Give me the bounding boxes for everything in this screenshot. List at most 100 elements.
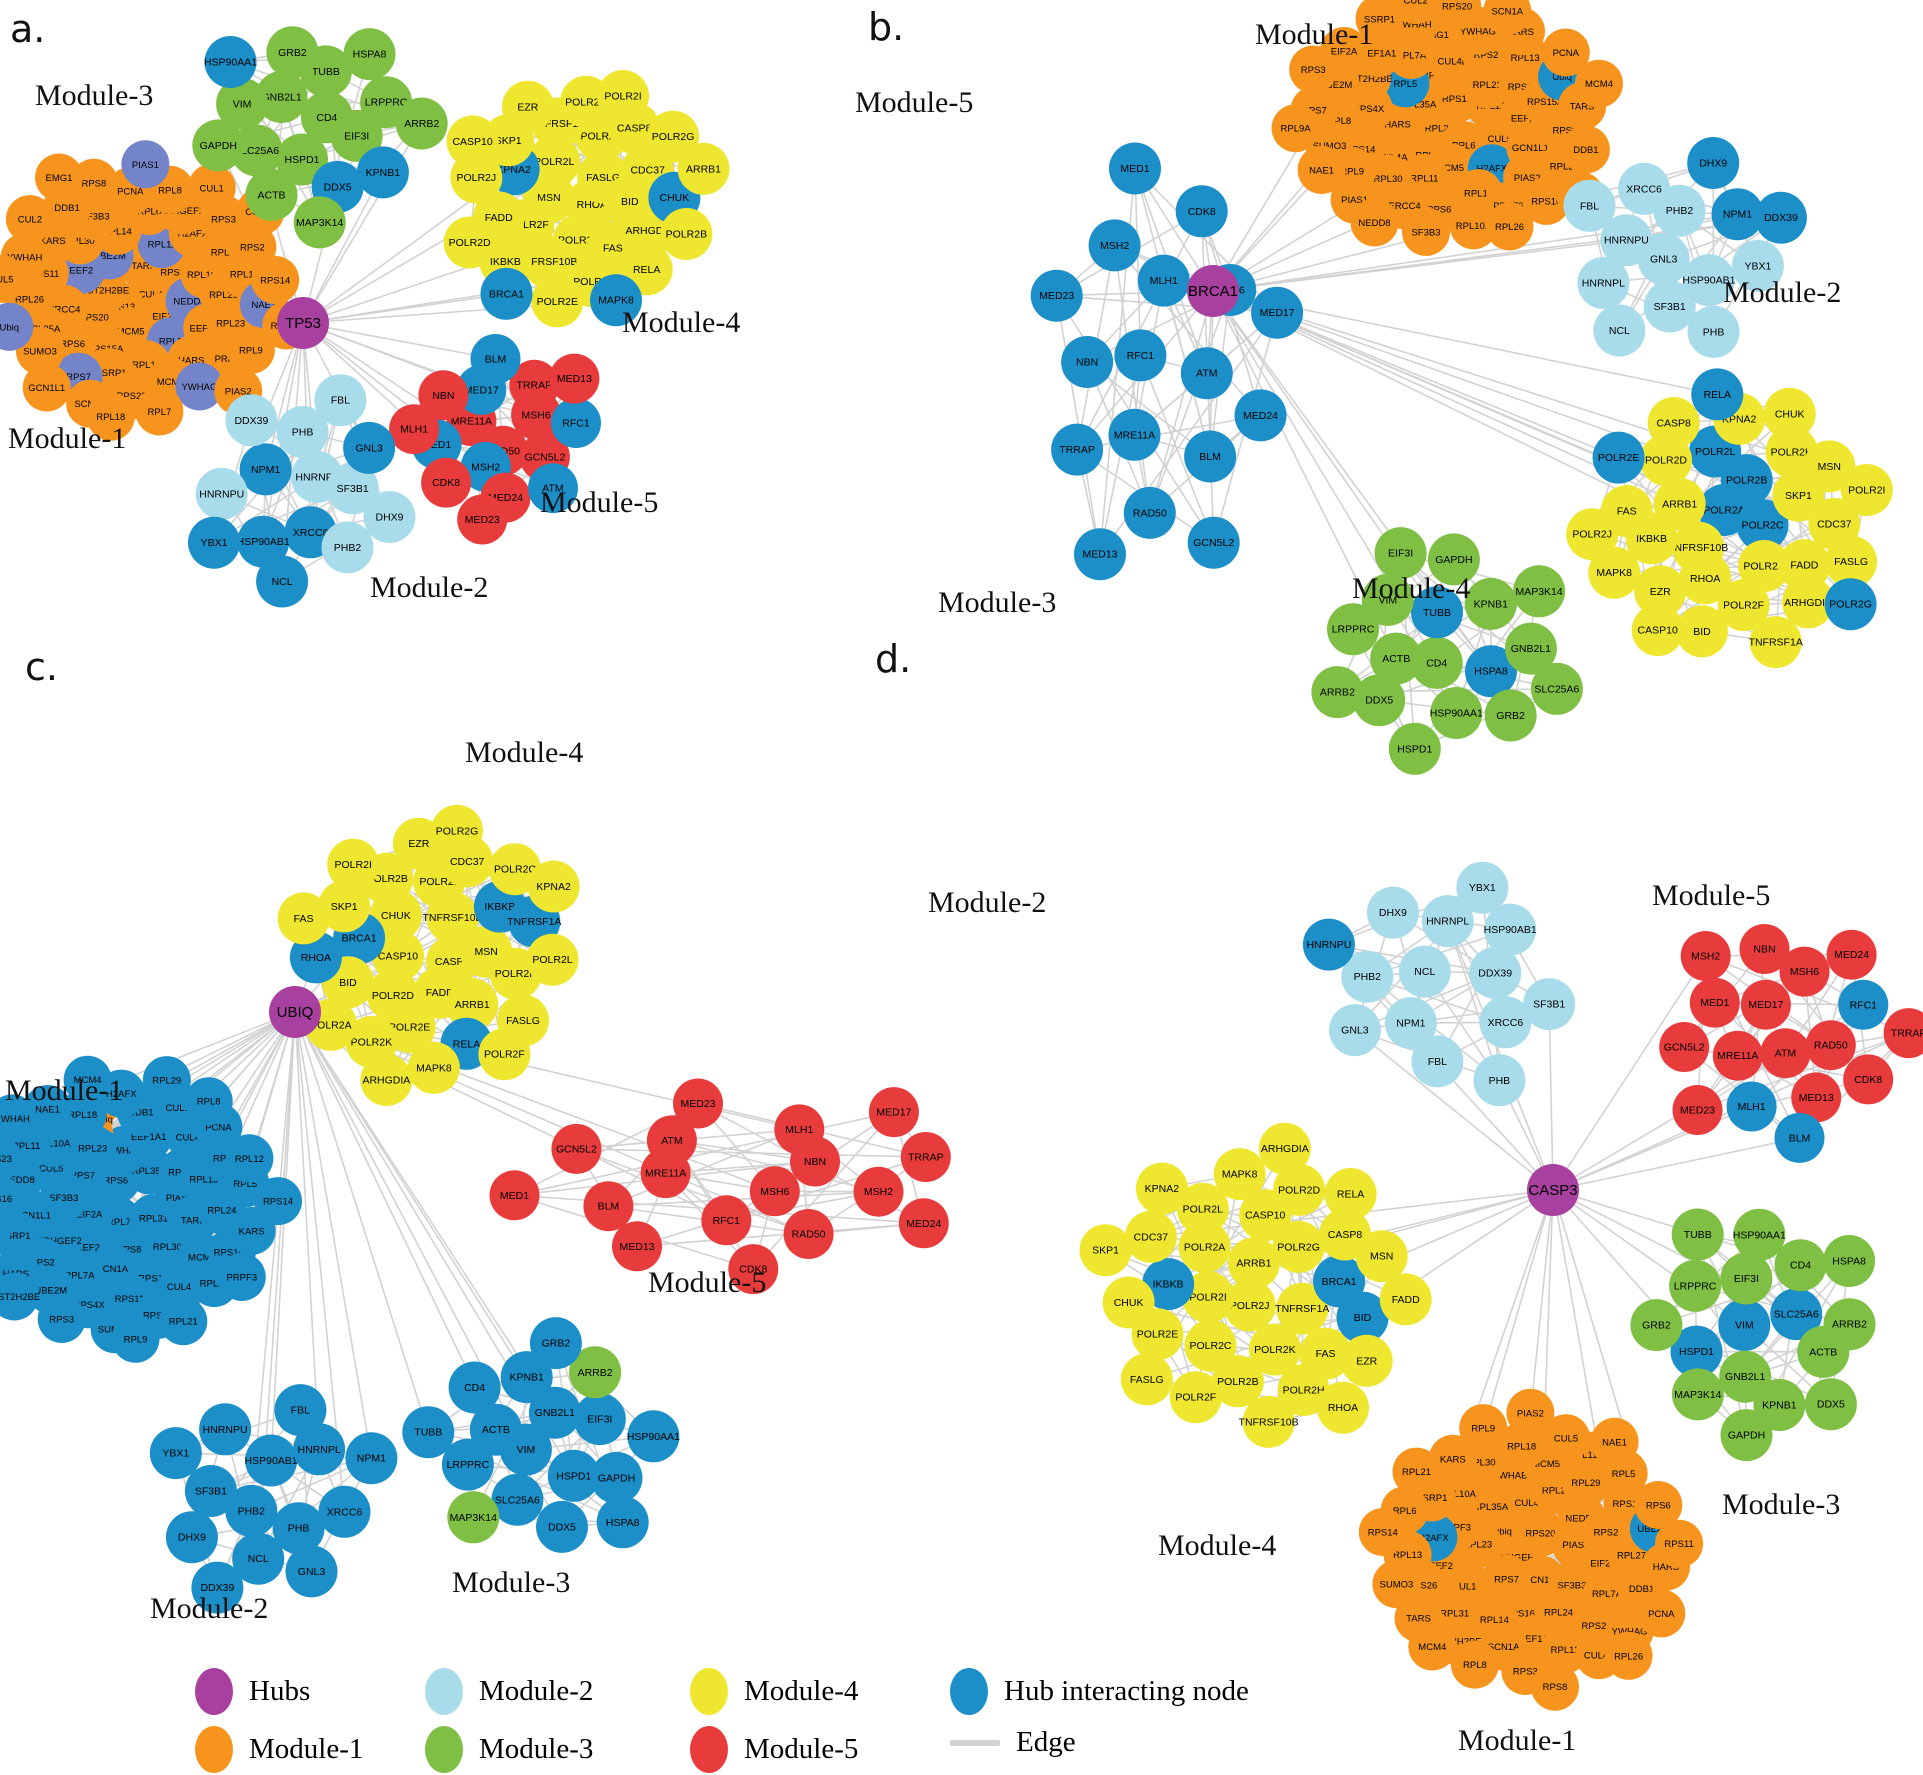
node-MED23[interactable]: MED23	[1672, 1085, 1723, 1135]
node-FBL[interactable]: FBL	[1563, 179, 1616, 232]
node-MED24[interactable]: MED24	[1234, 389, 1287, 442]
node-EIF3I[interactable]: EIF3I	[1720, 1252, 1773, 1305]
node-XRCC6[interactable]: XRCC6	[318, 1485, 371, 1538]
node-DDX5[interactable]: DDX5	[536, 1500, 588, 1553]
node-LRPPRC[interactable]: LRPPRC	[1669, 1259, 1722, 1312]
node-SF3B3[interactable]: SF3B3	[1402, 207, 1450, 256]
node-RFC1[interactable]: RFC1	[1114, 329, 1167, 382]
node-DDX5[interactable]: DDX5	[1804, 1378, 1857, 1431]
node-ARRB1[interactable]: ARRB1	[677, 142, 730, 195]
node-RPL8[interactable]: RPL8	[1450, 1640, 1499, 1689]
node-POLR2G[interactable]: POLR2G	[431, 804, 483, 857]
node-POLR2F[interactable]: POLR2F	[478, 1028, 531, 1081]
node-KPNB1[interactable]: KPNB1	[356, 146, 409, 199]
node-CD4[interactable]: CD4	[1774, 1239, 1827, 1292]
node-HNRNPL[interactable]: HNRNPL	[1577, 257, 1630, 309]
node-YBX1[interactable]: YBX1	[1731, 240, 1784, 292]
node-GCN1L1[interactable]: GCN1L1	[22, 363, 71, 412]
node-GRB2[interactable]: GRB2	[1484, 689, 1537, 742]
node-VIM[interactable]: VIM	[1718, 1299, 1771, 1351]
node-ATM[interactable]: ATM	[528, 463, 578, 514]
node-POLR2B[interactable]: POLR2B	[660, 208, 713, 260]
node-MRE11A[interactable]: MRE11A	[1108, 408, 1161, 461]
node-DDB1[interactable]: DDB1	[1561, 125, 1610, 174]
node-GAPDH[interactable]: GAPDH	[1427, 533, 1480, 586]
node-DDX39[interactable]: DDX39	[1754, 191, 1807, 244]
node-RPL12[interactable]: RPL12	[225, 1134, 274, 1183]
node-KPNA2[interactable]: KPNA2	[527, 860, 580, 913]
node-FADD[interactable]: FADD	[1379, 1273, 1432, 1326]
node-NAE1[interactable]: NAE1	[1297, 145, 1346, 194]
node-EZR[interactable]: EZR	[1340, 1334, 1393, 1387]
node-PIAS1[interactable]: PIAS1	[121, 140, 170, 189]
node-PIAS2[interactable]: PIAS2	[1506, 1388, 1555, 1437]
node-POLR2L[interactable]: POLR2L	[526, 933, 579, 986]
node-CUL1[interactable]: CUL1	[187, 163, 236, 212]
node-MAP3K14[interactable]: MAP3K14	[447, 1491, 500, 1544]
node-SKP1[interactable]: SKP1	[1079, 1224, 1132, 1277]
node-LRPPRC[interactable]: LRPPRC	[1327, 603, 1379, 656]
node-RPS11[interactable]: RPS11	[1655, 1519, 1704, 1568]
node-PHB2[interactable]: PHB2	[321, 521, 374, 574]
node-TRRAP[interactable]: TRRAP	[1051, 423, 1104, 476]
hub-UBIQ[interactable]: UBIQ	[269, 986, 321, 1038]
node-DHX9[interactable]: DHX9	[1687, 137, 1740, 189]
node-NCL[interactable]: NCL	[256, 555, 309, 608]
node-POLR2E[interactable]: POLR2E	[531, 275, 584, 328]
node-MAP3K14[interactable]: MAP3K14	[293, 196, 346, 249]
node-RPS14[interactable]: RPS14	[254, 1177, 302, 1226]
node-RPL21[interactable]: RPL21	[159, 1297, 208, 1346]
node-RPS3[interactable]: RPS3	[1289, 45, 1338, 94]
node-RPS8[interactable]: RPS8	[1531, 1662, 1579, 1711]
node-SUMO3[interactable]: SUMO3	[1372, 1560, 1421, 1609]
node-TUBB[interactable]: TUBB	[402, 1406, 455, 1459]
node-MAPK8[interactable]: MAPK8	[590, 274, 642, 327]
node-CHUK[interactable]: CHUK	[1763, 387, 1816, 440]
node-MSH6[interactable]: MSH6	[749, 1166, 800, 1217]
node-MED1[interactable]: MED1	[1109, 142, 1161, 195]
node-MLH1[interactable]: MLH1	[389, 404, 440, 455]
node-RPS14[interactable]: RPS14	[251, 255, 300, 304]
node-POLR2G[interactable]: POLR2G	[1824, 578, 1877, 631]
node-POLR2E[interactable]: POLR2E	[1592, 431, 1645, 484]
node-BRCA1[interactable]: BRCA1	[480, 267, 533, 320]
node-MRE11A[interactable]: MRE11A	[1712, 1030, 1763, 1081]
node-KPNA2[interactable]: KPNA2	[1135, 1162, 1188, 1215]
node-CHUK[interactable]: CHUK	[1102, 1276, 1155, 1329]
node-DHX9[interactable]: DHX9	[1366, 886, 1419, 939]
node-GNL3[interactable]: GNL3	[343, 421, 396, 474]
node-POLR2I[interactable]: POLR2I	[1840, 464, 1893, 516]
node-FBL[interactable]: FBL	[314, 374, 367, 427]
node-GRB2[interactable]: GRB2	[1630, 1299, 1683, 1352]
node-RPS14[interactable]: RPS14	[1358, 1508, 1407, 1556]
node-CD4[interactable]: CD4	[448, 1361, 501, 1414]
node-MED23[interactable]: MED23	[457, 494, 508, 545]
node-MLH1[interactable]: MLH1	[1726, 1081, 1777, 1132]
node-MAPK8[interactable]: MAPK8	[407, 1041, 460, 1094]
node-GAPDH[interactable]: GAPDH	[590, 1451, 643, 1504]
node-POLR2J[interactable]: POLR2J	[1566, 508, 1619, 561]
node-MED13[interactable]: MED13	[1074, 528, 1126, 581]
node-NBN[interactable]: NBN	[1061, 336, 1114, 388]
node-TRRAP[interactable]: TRRAP	[900, 1132, 951, 1182]
node-MAP3K14[interactable]: MAP3K14	[1513, 565, 1566, 618]
node-GRB2[interactable]: GRB2	[266, 26, 319, 79]
node-YBX1[interactable]: YBX1	[188, 516, 240, 569]
node-HNRNPU[interactable]: HNRNPU	[1302, 918, 1355, 971]
node-RFC1[interactable]: RFC1	[701, 1195, 752, 1246]
node-PCNA[interactable]: PCNA	[1637, 1589, 1686, 1638]
node-YBX1[interactable]: YBX1	[149, 1427, 202, 1480]
node-POLR2D[interactable]: POLR2D	[443, 216, 496, 269]
node-MAP3K14[interactable]: MAP3K14	[1671, 1368, 1724, 1421]
node-DHX9[interactable]: DHX9	[165, 1511, 218, 1564]
node-CDK8[interactable]: CDK8	[1843, 1054, 1894, 1105]
node-SLC25A6[interactable]: SLC25A6	[1530, 662, 1583, 715]
node-NPM1[interactable]: NPM1	[239, 443, 292, 496]
node-RELA[interactable]: RELA	[1324, 1168, 1377, 1220]
node-RELA[interactable]: RELA	[1691, 368, 1744, 421]
node-RAD50[interactable]: RAD50	[1805, 1020, 1856, 1071]
node-CDK8[interactable]: CDK8	[421, 457, 472, 508]
node-MED17[interactable]: MED17	[868, 1087, 919, 1138]
node-RPL18[interactable]: RPL18	[86, 392, 135, 441]
node-DDX39[interactable]: DDX39	[191, 1561, 244, 1614]
